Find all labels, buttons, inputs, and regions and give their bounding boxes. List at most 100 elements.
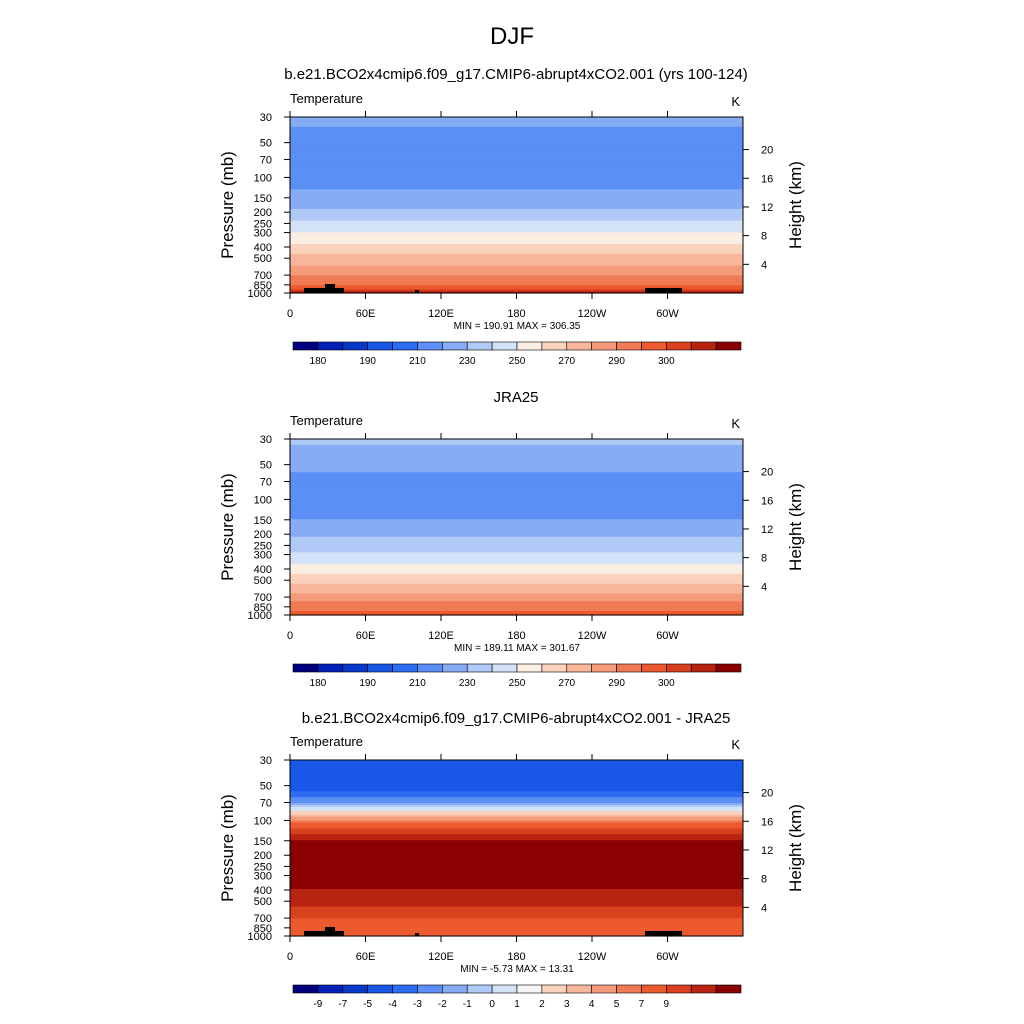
contour-band: [290, 528, 743, 532]
contour-band: [290, 521, 743, 524]
contour-band: [290, 230, 743, 233]
contour-band: [290, 515, 743, 518]
contour-band: [290, 259, 743, 263]
right-axis-label: Height (km): [786, 804, 805, 892]
contour-band: [290, 450, 743, 454]
colorbar-box: [591, 663, 617, 673]
colorbar-label: 180: [310, 678, 327, 689]
contour-band: [290, 493, 743, 497]
contour-band: [290, 900, 743, 904]
contour-band: [290, 242, 743, 245]
contour-band: [290, 577, 743, 581]
contour-band: [290, 603, 743, 606]
contour-band: [290, 857, 743, 861]
panel-1: b.e21.BCO2x4cmip6.f09_g17.CMIP6-abrupt4x…: [218, 66, 805, 367]
contour-band: [290, 163, 743, 167]
contour-band: [290, 134, 743, 138]
y-axis-label: Pressure (mb): [218, 151, 237, 259]
contour-band: [290, 930, 743, 933]
contour-band: [290, 472, 743, 475]
contour-band: [290, 269, 743, 273]
colorbar-label: 9: [664, 999, 670, 1010]
contour-band: [290, 879, 743, 882]
contour-band: [290, 791, 743, 794]
colorbar-label: 230: [459, 356, 476, 367]
colorbar-box: [566, 663, 592, 673]
contour-band: [290, 118, 743, 122]
contour-band: [290, 527, 743, 530]
contour-band: [290, 442, 743, 446]
contour-band: [290, 201, 743, 204]
y-tick-label: 300: [254, 228, 272, 240]
contour-band: [290, 869, 743, 873]
contour-band: [290, 906, 743, 910]
contour-band: [290, 466, 743, 469]
contour-band: [290, 452, 743, 456]
contour-band: [290, 185, 743, 188]
y-tick-label: 200: [254, 850, 272, 862]
height-tick-label: 16: [761, 495, 773, 507]
contour-band: [290, 291, 743, 294]
contour-band: [290, 458, 743, 462]
contour-band: [290, 285, 743, 288]
contour-band: [290, 912, 743, 916]
x-tick-label: 120E: [428, 630, 454, 642]
contour-band: [290, 611, 743, 614]
contour-band: [290, 767, 743, 771]
page-title: DJF: [490, 23, 534, 50]
contour-band: [290, 205, 743, 208]
colorbar-box: [591, 341, 617, 351]
colorbar-box: [541, 663, 568, 673]
contour-band: [290, 853, 743, 857]
contour-band: [290, 613, 743, 616]
colorbar-label: 230: [459, 678, 476, 689]
contour-band: [290, 271, 743, 275]
height-tick-label: 8: [761, 231, 767, 243]
colorbar-label: -7: [338, 999, 347, 1010]
contour-band: [290, 851, 743, 855]
contour-band: [290, 902, 743, 906]
colorbar-label: 300: [658, 678, 675, 689]
y-tick-label: 50: [260, 460, 272, 472]
y-tick-label: 70: [260, 155, 272, 167]
y-tick-label: 1000: [248, 931, 272, 943]
contour-band: [290, 517, 743, 520]
contour-band: [290, 171, 743, 175]
y-axis-label: Pressure (mb): [218, 794, 237, 902]
y-tick-label: 850: [254, 602, 272, 614]
contour-band: [290, 609, 743, 612]
y-tick-label: 850: [254, 923, 272, 935]
contour-band: [290, 761, 743, 765]
colorbar-label: 270: [558, 356, 575, 367]
colorbar-box: [666, 341, 692, 351]
colorbar-label: 190: [359, 356, 376, 367]
contour-field: [290, 117, 743, 294]
contour-band: [290, 597, 743, 600]
contour-band: [290, 154, 743, 157]
contour-band: [290, 887, 743, 890]
contour-band: [290, 253, 743, 257]
contour-band: [290, 542, 743, 546]
contour-band: [290, 849, 743, 853]
contour-band: [290, 830, 743, 833]
colorbar-box: [317, 341, 344, 351]
contour-band: [290, 507, 743, 510]
colorbar-box: [392, 984, 418, 994]
colorbar-box: [541, 341, 568, 351]
contour-band: [290, 148, 743, 151]
contour-band: [290, 156, 743, 159]
contour-band: [290, 160, 743, 163]
contour-band: [290, 218, 743, 222]
colorbar-label: -3: [413, 999, 422, 1010]
contour-band: [290, 175, 743, 179]
contour-band: [290, 464, 743, 467]
colorbar-label: 0: [489, 999, 495, 1010]
colorbar-box: [690, 341, 717, 351]
colorbar-box: [616, 341, 642, 351]
contour-band: [290, 828, 743, 831]
height-tick-label: 8: [761, 553, 767, 565]
y-tick-label: 300: [254, 550, 272, 562]
contour-band: [290, 898, 743, 902]
contour-band: [290, 117, 743, 120]
x-tick-label: 120E: [428, 951, 454, 963]
